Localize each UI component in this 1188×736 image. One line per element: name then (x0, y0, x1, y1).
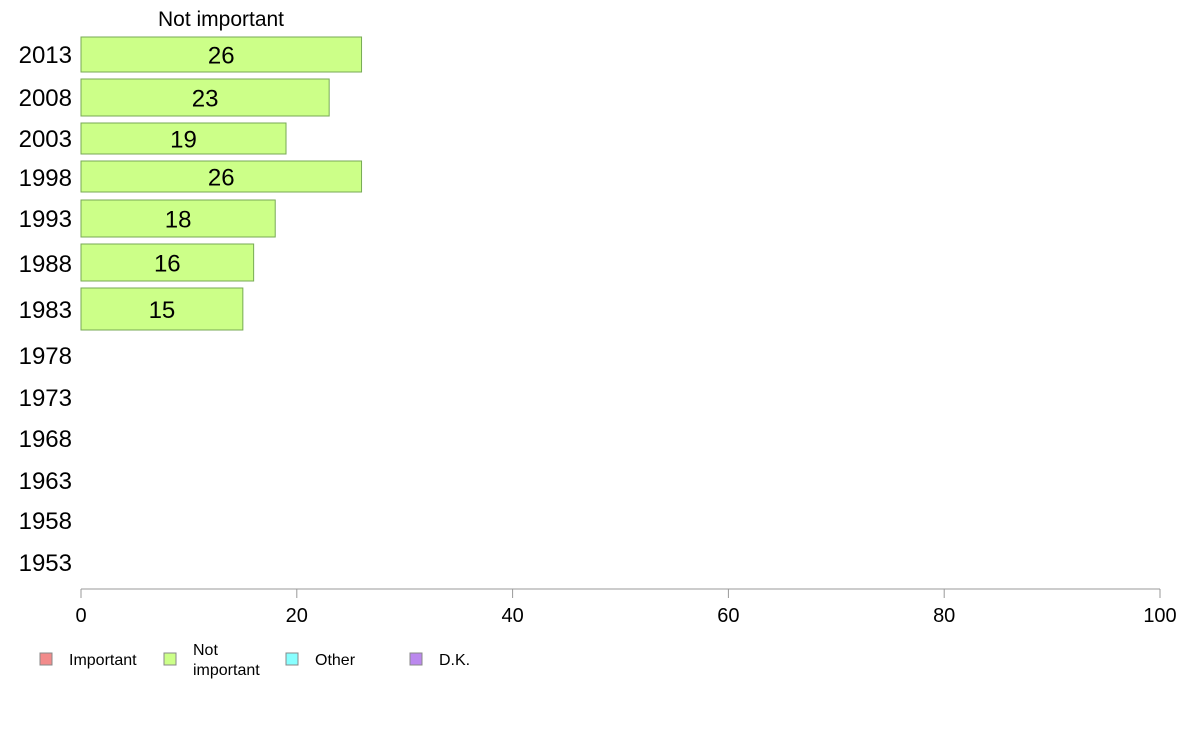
year-label-2013: 2013 (19, 42, 72, 69)
legend-label-important: Important (69, 652, 137, 669)
bar-1988-not-important (80, 243, 255, 282)
legend: Important Not important Other D.K. (39, 642, 470, 679)
year-label-1993: 1993 (19, 206, 72, 233)
bar-label-2003: 19 (170, 127, 197, 154)
x-tick-label-40: 40 (501, 605, 523, 627)
x-tick-label-0: 0 (75, 605, 86, 627)
x-axis: 0 20 40 60 80 100 (75, 588, 1177, 627)
bar-label-2013: 26 (208, 43, 235, 70)
bar-1983-not-important (80, 287, 244, 331)
legend-item-not-important: Not important (163, 642, 260, 679)
bar-2003-not-important (80, 122, 287, 155)
year-label-2008: 2008 (19, 85, 72, 112)
legend-swatch-not-important (163, 652, 177, 666)
legend-item-other: Other (285, 652, 356, 669)
legend-swatch-other (285, 652, 299, 666)
bar-label-1998: 26 (208, 165, 235, 192)
legend-swatch-d-k- (409, 652, 423, 666)
year-label-1998: 1998 (19, 165, 72, 192)
year-label-2003: 2003 (19, 126, 72, 153)
bar-label-1983: 15 (149, 297, 176, 324)
x-tick-label-20: 20 (286, 605, 308, 627)
bars-group: 26 23 19 26 18 16 15 (80, 36, 363, 331)
legend-item-important: Important (39, 652, 137, 669)
legend-label-not-important: Not important (193, 642, 260, 679)
bar-2008-not-important (80, 78, 330, 117)
x-tick-label-100: 100 (1143, 605, 1176, 627)
year-label-1978: 1978 (19, 343, 72, 370)
year-label-1953: 1953 (19, 550, 72, 577)
year-label-1963: 1963 (19, 468, 72, 495)
x-tick-label-60: 60 (717, 605, 739, 627)
bar-2013-not-important (80, 36, 363, 73)
year-label-1968: 1968 (19, 426, 72, 453)
bar-label-1993: 18 (165, 207, 192, 234)
legend-label-d-k-: D.K. (439, 652, 470, 669)
bar-1993-not-important (80, 199, 276, 238)
year-label-1973: 1973 (19, 385, 72, 412)
bar-label-2008: 23 (192, 86, 219, 113)
year-label-1988: 1988 (19, 251, 72, 278)
legend-item-d-k-: D.K. (409, 652, 470, 669)
series-title: Not important (158, 8, 284, 31)
bar-1998-not-important (80, 160, 363, 193)
legend-swatch-important (39, 652, 53, 666)
legend-label-other: Other (315, 652, 356, 669)
year-labels-group: 2013 2008 2003 1998 1993 1988 1983 1978 1973 1968… (19, 42, 72, 577)
year-label-1958: 1958 (19, 508, 72, 535)
bar-label-1988: 16 (154, 251, 181, 278)
year-label-1983: 1983 (19, 297, 72, 324)
x-tick-label-80: 80 (933, 605, 955, 627)
